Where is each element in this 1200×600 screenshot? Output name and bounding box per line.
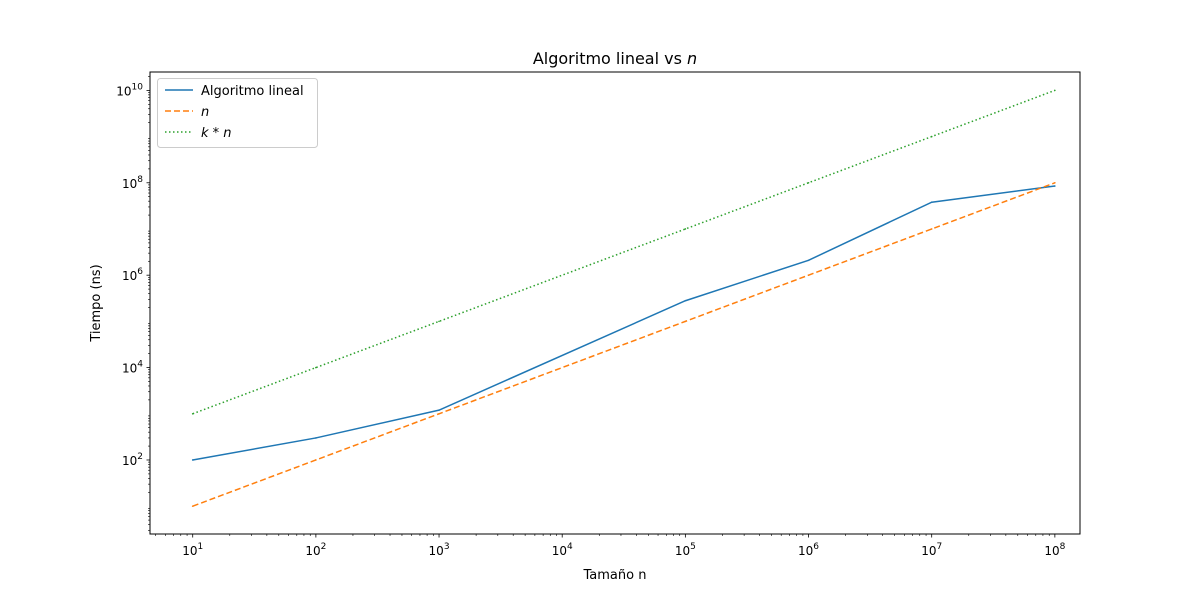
x-tick-label-exponent: 6 — [813, 542, 819, 552]
legend-box — [157, 78, 318, 148]
x-axis-label: Tamaño n — [583, 568, 647, 583]
x-tick-label-exponent: 2 — [321, 542, 327, 552]
x-tick-label-exponent: 5 — [690, 542, 696, 552]
x-tick-label-base: 10 — [798, 544, 813, 558]
x-tick-label-base: 10 — [182, 544, 197, 558]
legend-label-k-times-n: k * n — [201, 126, 232, 141]
series-2-point-4 — [807, 181, 810, 184]
y-tick-label-exponent: 6 — [137, 267, 143, 277]
series-1-point-3 — [684, 320, 687, 323]
y-axis-label: Tiempo (ns) — [89, 264, 104, 342]
x-tick-label-base: 10 — [1044, 544, 1059, 558]
series-1-point-6 — [1054, 181, 1056, 184]
y-tick-label-exponent: 2 — [137, 452, 143, 462]
x-tick-label: 101 — [182, 542, 203, 558]
x-tick-label-base: 10 — [921, 544, 936, 558]
legend-label-algoritmo-lineal: Algoritmo lineal — [201, 84, 304, 99]
x-tick-label-base: 10 — [552, 544, 567, 558]
series-2-point-3 — [684, 228, 687, 230]
x-tick-label-base: 10 — [429, 544, 444, 558]
plot-area — [191, 89, 1056, 507]
series-0-point-1 — [315, 437, 317, 439]
x-tick-label: 106 — [798, 542, 819, 558]
x-tick-label: 102 — [305, 542, 326, 558]
x-tick-label: 104 — [552, 542, 573, 558]
chart-title-text: Algoritmo lineal vs — [533, 49, 687, 68]
legend: Algoritmo lineal n k * n — [157, 78, 318, 148]
series-1-point-2 — [438, 412, 440, 415]
x-tick-label: 108 — [1044, 542, 1065, 558]
series-2-point-2 — [438, 320, 440, 323]
x-tick-label-exponent: 1 — [197, 542, 203, 552]
y-tick-label-exponent: 8 — [137, 175, 143, 185]
chart-title: Algoritmo lineal vs n — [533, 49, 697, 68]
chart-title-variable: n — [687, 49, 697, 68]
legend-label-n: n — [201, 105, 209, 120]
series-0-point-0 — [191, 459, 194, 461]
x-tick-label-exponent: 4 — [567, 542, 573, 552]
y-tick-label: 102 — [122, 452, 143, 468]
y-tick-label-base: 10 — [116, 84, 131, 98]
axes-frame — [149, 71, 1081, 535]
y-tick-label: 1010 — [116, 82, 143, 98]
x-tick-label-base: 10 — [305, 544, 320, 558]
series-0-point-2 — [438, 409, 440, 411]
y-tick-label-base: 10 — [122, 362, 137, 376]
series-1-point-5 — [930, 228, 933, 230]
series-1-point-0 — [191, 505, 194, 507]
y-tick-label: 104 — [122, 360, 143, 376]
series-2-point-0 — [191, 412, 194, 415]
y-tick-label-exponent: 4 — [137, 360, 143, 370]
y-tick-label: 108 — [122, 175, 143, 191]
x-tick-label: 107 — [921, 542, 942, 558]
series-0-point-3 — [684, 299, 687, 302]
y-tick-label-base: 10 — [122, 177, 137, 191]
series-2-point-6 — [1054, 89, 1056, 92]
series-0-point-5 — [930, 201, 933, 203]
series-0-point-4 — [807, 259, 810, 262]
x-tick-label: 105 — [675, 542, 696, 558]
y-tick-label: 106 — [122, 267, 143, 283]
x-tick-label: 103 — [429, 542, 450, 558]
x-tick-label-base: 10 — [675, 544, 690, 558]
series-0-point-6 — [1054, 185, 1056, 187]
y-tick-label-exponent: 10 — [132, 82, 144, 92]
series-2-point-5 — [930, 135, 933, 138]
x-tick-label-exponent: 7 — [936, 542, 942, 552]
y-tick-label-base: 10 — [122, 269, 137, 283]
series-1-point-1 — [315, 459, 317, 461]
series-2-point-1 — [315, 366, 317, 369]
x-tick-label-exponent: 8 — [1060, 542, 1066, 552]
y-tick-label-base: 10 — [122, 454, 137, 468]
series-1-point-4 — [807, 274, 810, 276]
x-tick-label-exponent: 3 — [444, 542, 450, 552]
